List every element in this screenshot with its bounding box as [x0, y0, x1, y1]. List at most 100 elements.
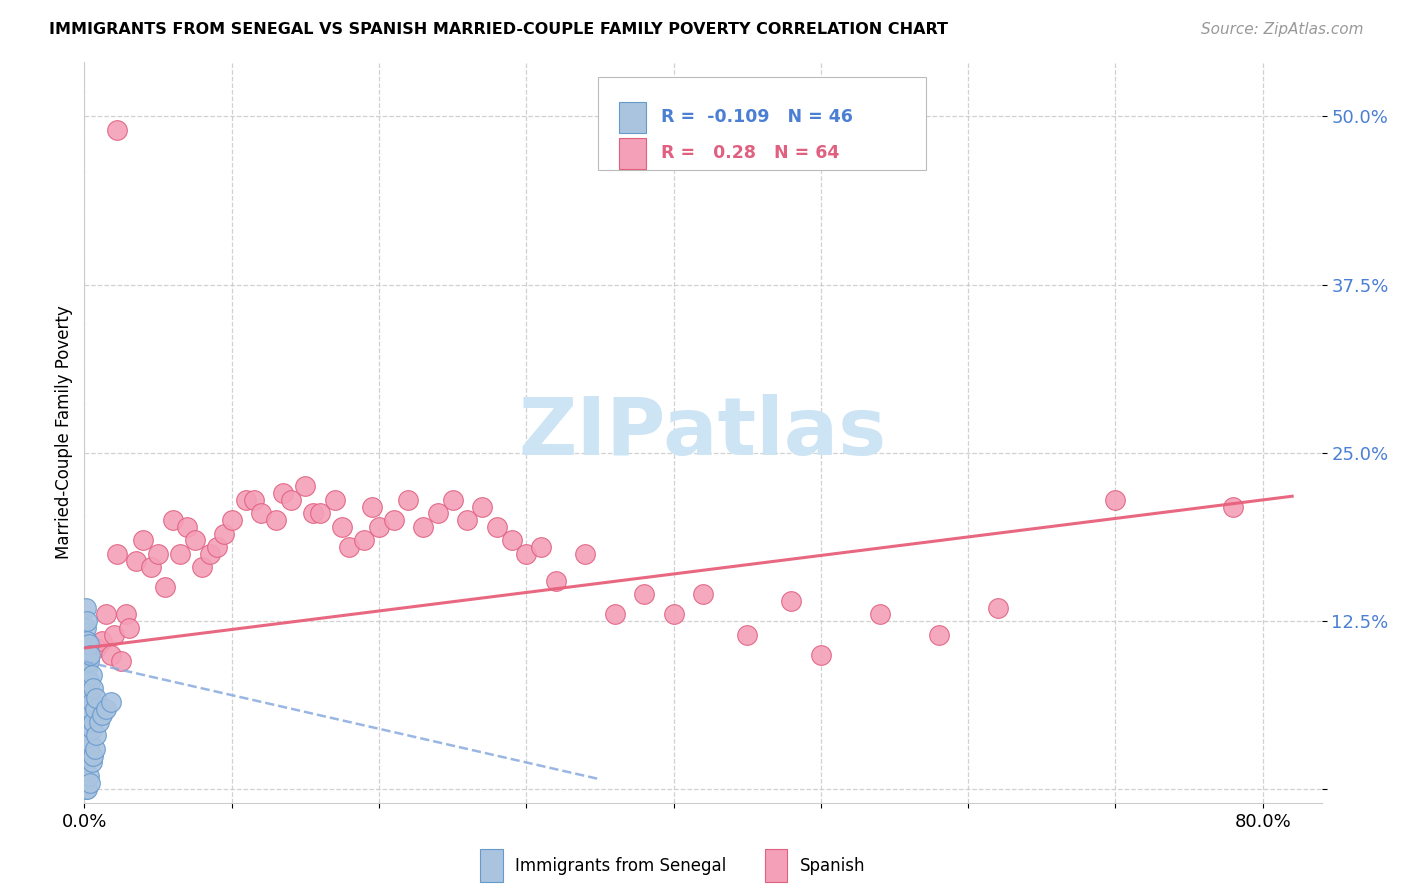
Bar: [765, 849, 787, 882]
Text: ZIPatlas: ZIPatlas: [519, 393, 887, 472]
Point: [100, 695, 122, 709]
Point: [80, 722, 103, 736]
Point: [485, 520, 508, 534]
FancyBboxPatch shape: [598, 78, 925, 169]
Point: [76, 782, 98, 797]
Point: [1104, 492, 1126, 507]
Point: [780, 594, 803, 608]
Point: [280, 492, 302, 507]
Point: [382, 513, 405, 527]
Point: [79, 701, 101, 715]
Y-axis label: Married-Couple Family Poverty: Married-Couple Family Poverty: [55, 306, 73, 559]
Point: [146, 547, 169, 561]
Point: [83, 742, 105, 756]
Point: [77, 655, 100, 669]
Point: [235, 492, 257, 507]
Point: [544, 574, 567, 588]
Point: [77, 708, 100, 723]
Bar: [619, 137, 647, 169]
Point: [76, 748, 98, 763]
Point: [83, 701, 105, 715]
Point: [80, 756, 103, 770]
Point: [96, 701, 118, 715]
Point: [79, 674, 101, 689]
Point: [75, 729, 97, 743]
Point: [79, 775, 101, 789]
Bar: [481, 849, 502, 882]
Point: [735, 627, 758, 641]
Point: [810, 648, 832, 662]
Point: [426, 507, 449, 521]
Point: [76, 681, 98, 696]
Point: [75, 600, 97, 615]
Point: [100, 648, 122, 662]
Bar: [619, 102, 647, 133]
Point: [77, 637, 100, 651]
Point: [75, 668, 97, 682]
Point: [191, 560, 214, 574]
Point: [928, 627, 950, 641]
Text: Source: ZipAtlas.com: Source: ZipAtlas.com: [1201, 22, 1364, 37]
Point: [184, 533, 207, 548]
Point: [76, 634, 98, 648]
Point: [368, 520, 391, 534]
Point: [264, 513, 287, 527]
Point: [77, 742, 100, 756]
Point: [169, 547, 191, 561]
Point: [198, 547, 221, 561]
Point: [574, 547, 596, 561]
Point: [79, 648, 101, 662]
Point: [139, 560, 162, 574]
Point: [132, 533, 155, 548]
Point: [271, 486, 294, 500]
Point: [96, 607, 118, 622]
Point: [80, 695, 103, 709]
Point: [339, 540, 361, 554]
Point: [125, 553, 148, 567]
Point: [105, 547, 128, 561]
Point: [82, 714, 104, 729]
Point: [250, 507, 273, 521]
Point: [76, 714, 98, 729]
Point: [323, 492, 346, 507]
Point: [692, 587, 714, 601]
Point: [82, 748, 104, 763]
Point: [75, 655, 97, 669]
Point: [603, 607, 626, 622]
Point: [77, 769, 100, 783]
Point: [84, 640, 107, 655]
Point: [84, 690, 107, 705]
Point: [110, 655, 132, 669]
Text: R =   0.28   N = 64: R = 0.28 N = 64: [661, 145, 839, 162]
Point: [75, 621, 97, 635]
Point: [91, 708, 114, 723]
Point: [396, 492, 419, 507]
Point: [456, 513, 478, 527]
Point: [82, 681, 104, 696]
Point: [515, 547, 537, 561]
Point: [75, 688, 97, 702]
Point: [633, 587, 655, 601]
Text: IMMIGRANTS FROM SENEGAL VS SPANISH MARRIED-COUPLE FAMILY POVERTY CORRELATION CHA: IMMIGRANTS FROM SENEGAL VS SPANISH MARRI…: [49, 22, 948, 37]
Point: [662, 607, 685, 622]
Point: [294, 479, 316, 493]
Point: [105, 122, 128, 136]
Point: [76, 648, 98, 662]
Point: [360, 500, 382, 514]
Point: [221, 513, 243, 527]
Point: [155, 581, 177, 595]
Point: [75, 640, 97, 655]
Point: [77, 674, 100, 689]
Text: R =  -0.109   N = 46: R = -0.109 N = 46: [661, 108, 853, 126]
Point: [77, 688, 100, 702]
Point: [114, 607, 136, 622]
Point: [87, 714, 110, 729]
Point: [75, 782, 97, 797]
Point: [987, 600, 1010, 615]
Point: [79, 735, 101, 749]
Point: [441, 492, 464, 507]
Point: [869, 607, 891, 622]
Point: [301, 507, 323, 521]
Point: [91, 634, 114, 648]
Point: [214, 526, 236, 541]
